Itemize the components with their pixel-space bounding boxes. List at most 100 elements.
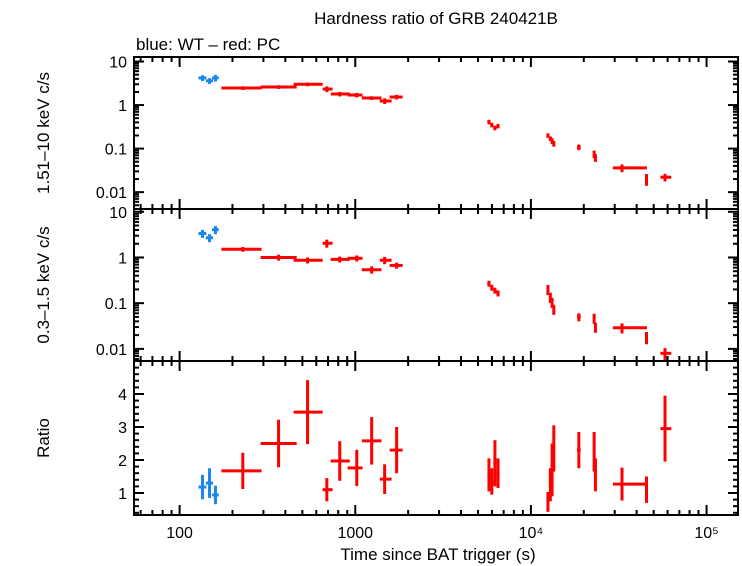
data-point-pc xyxy=(487,458,491,492)
data-point-pc xyxy=(593,458,597,492)
data-point-pc xyxy=(496,458,500,489)
data-point-pc xyxy=(612,164,647,173)
data-point-pc xyxy=(548,292,552,303)
y-axis-label-ratio: Ratio xyxy=(34,418,53,458)
panel-0: 0.01 0.1 1 10 xyxy=(96,55,739,210)
data-point-pc xyxy=(552,425,556,472)
data-point-wt xyxy=(205,234,214,243)
y-tick-label: 0.1 xyxy=(105,296,127,313)
data-point-pc xyxy=(546,284,550,296)
data-point-pc xyxy=(330,441,350,481)
data-point-pc xyxy=(260,419,297,468)
data-point-pc xyxy=(322,239,333,248)
data-point-pc xyxy=(487,119,491,125)
data-point-pc xyxy=(322,86,333,93)
data-point-wt xyxy=(198,229,207,238)
panel-frame xyxy=(133,56,739,210)
data-point-pc xyxy=(496,290,500,297)
data-point-pc xyxy=(293,257,323,264)
data-point-wt xyxy=(198,474,207,500)
data-point-pc xyxy=(644,476,648,503)
data-point-pc xyxy=(660,173,672,182)
data-point-pc xyxy=(293,380,323,445)
data-point-pc xyxy=(330,256,350,263)
data-point-pc xyxy=(379,256,392,265)
data-point-pc xyxy=(612,323,647,334)
data-point-pc xyxy=(644,332,648,345)
y-tick-label: 1 xyxy=(118,250,127,267)
data-point-pc xyxy=(550,297,554,308)
data-point-pc xyxy=(361,266,382,274)
data-point-pc xyxy=(389,94,403,100)
data-point-wt xyxy=(205,468,214,498)
x-tick-label: 100 xyxy=(166,525,193,542)
data-point-wt xyxy=(205,78,214,84)
data-point-pc xyxy=(612,467,647,501)
data-point-pc xyxy=(546,133,550,138)
data-point-pc xyxy=(493,287,497,294)
data-point-wt xyxy=(212,74,219,82)
y-tick-label: 1 xyxy=(118,98,127,115)
chart-title: Hardness ratio of GRB 240421B xyxy=(314,9,558,28)
y-tick-label: 0.1 xyxy=(105,142,127,159)
data-point-pc xyxy=(577,431,581,469)
data-point-pc xyxy=(347,255,363,262)
panel-1: 0.01 0.1 1 10 xyxy=(96,205,739,362)
x-tick-label: 10⁴ xyxy=(519,525,544,542)
data-point-pc xyxy=(487,280,491,287)
data-point-wt xyxy=(212,226,219,235)
data-point-pc xyxy=(593,154,597,162)
data-point-pc xyxy=(490,468,494,495)
data-point-pc xyxy=(221,86,262,91)
data-point-pc xyxy=(347,449,363,487)
data-point-pc xyxy=(496,123,500,129)
data-point-pc xyxy=(347,92,363,98)
data-point-pc xyxy=(490,122,494,128)
data-point-pc xyxy=(593,322,597,333)
x-axis-label: Time since BAT trigger (s) xyxy=(340,545,535,564)
y-tick-label: 0.01 xyxy=(96,342,127,359)
y-axis-label-hard: 1.51–10 keV c/s xyxy=(34,72,53,194)
data-point-pc xyxy=(577,313,581,322)
x-tick-label: 10⁵ xyxy=(694,525,718,542)
data-point-pc xyxy=(644,174,648,186)
panel-2: 1 2 3 4 xyxy=(118,360,739,516)
chart-subtitle: blue: WT – red: PC xyxy=(136,35,280,54)
data-point-pc xyxy=(260,254,297,261)
data-point-pc xyxy=(221,247,262,252)
data-point-pc xyxy=(493,440,497,487)
data-point-pc xyxy=(552,304,556,315)
data-point-pc xyxy=(221,452,262,490)
data-point-pc xyxy=(260,85,297,89)
data-point-wt xyxy=(212,485,219,505)
y-tick-label: 4 xyxy=(118,387,127,404)
y-tick-label: 3 xyxy=(118,420,127,437)
y-tick-label: 2 xyxy=(118,453,127,470)
data-point-pc xyxy=(577,144,581,151)
data-point-wt xyxy=(198,75,207,81)
data-point-pc xyxy=(592,313,596,324)
data-point-pc xyxy=(546,492,550,512)
data-point-pc xyxy=(660,395,672,462)
data-point-pc xyxy=(379,98,392,105)
data-point-pc xyxy=(293,82,323,87)
data-point-pc xyxy=(361,96,382,101)
y-axis-label-soft: 0.3–1.5 keV c/s xyxy=(34,226,53,343)
y-tick-label: 1 xyxy=(118,486,127,503)
data-point-pc xyxy=(379,464,392,494)
data-point-pc xyxy=(330,91,350,97)
plot-panels: 0.01 0.1 1 10 0.01 0.1 1 10 1 2 3 4 100 1000 10⁴ 10⁵ xyxy=(96,55,739,542)
data-point-pc xyxy=(389,426,403,474)
data-point-pc xyxy=(550,138,554,145)
data-point-pc xyxy=(493,125,497,131)
data-point-pc xyxy=(660,348,672,361)
y-tick-label: 10 xyxy=(109,205,127,222)
panel-frame xyxy=(133,360,739,516)
y-tick-label: 0.01 xyxy=(96,185,127,202)
data-point-pc xyxy=(361,417,382,465)
y-tick-label: 10 xyxy=(109,55,127,72)
data-point-pc xyxy=(552,140,556,147)
data-point-pc xyxy=(322,478,333,502)
x-tick-label: 1000 xyxy=(337,525,373,542)
